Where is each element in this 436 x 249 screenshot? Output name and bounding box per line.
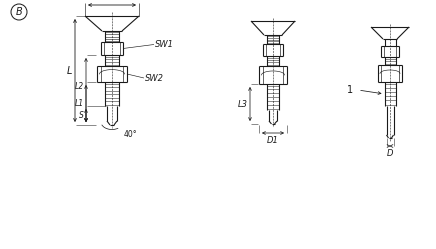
Text: 40°: 40°	[124, 130, 138, 139]
Text: SW2: SW2	[145, 73, 164, 82]
Text: 1: 1	[347, 85, 353, 95]
Text: D1: D1	[267, 136, 279, 145]
Text: D2: D2	[106, 0, 118, 2]
Text: SW1: SW1	[155, 40, 174, 49]
Text: D: D	[387, 149, 393, 158]
Text: L3: L3	[238, 100, 248, 109]
Text: S: S	[79, 111, 84, 120]
Text: L2: L2	[75, 81, 84, 90]
Text: L: L	[67, 65, 72, 75]
Text: B: B	[16, 7, 22, 17]
Text: L1: L1	[75, 99, 84, 108]
